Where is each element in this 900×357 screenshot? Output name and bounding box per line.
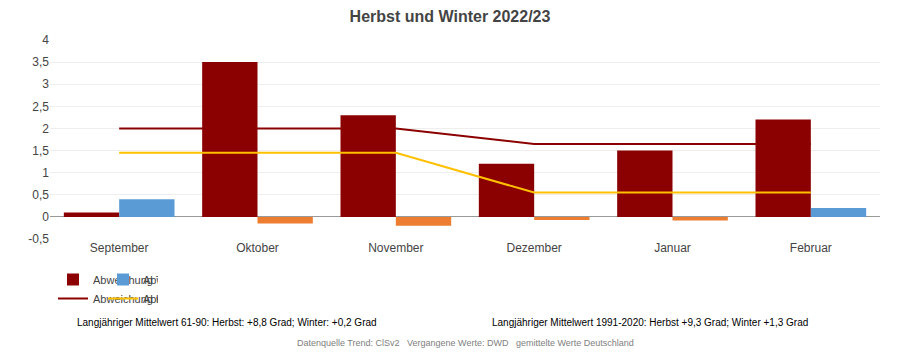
svg-text:Langjähriger Mittelwert 1991-2: Langjähriger Mittelwert 1991-2020: Herbs… xyxy=(492,317,808,328)
svg-text:September: September xyxy=(90,241,149,255)
svg-text:Januar: Januar xyxy=(654,241,691,255)
svg-text:3: 3 xyxy=(42,77,49,91)
svg-text:2,5: 2,5 xyxy=(32,100,49,114)
svg-text:1: 1 xyxy=(42,166,49,180)
svg-text:0,5: 0,5 xyxy=(32,188,49,202)
svg-text:3,5: 3,5 xyxy=(32,55,49,69)
svg-text:November: November xyxy=(368,241,423,255)
svg-text:Abweichung Niederschlag: Abweichung Niederschlag xyxy=(143,274,158,286)
svg-text:Datenquelle Trend: ClSv2 Ver: Datenquelle Trend: ClSv2 Vergangene Wert… xyxy=(297,338,634,348)
svg-text:Langjähriger Mittelwert 61-90:: Langjähriger Mittelwert 61-90: Herbst: +… xyxy=(77,317,377,328)
svg-text:-0,5: -0,5 xyxy=(28,232,49,246)
svg-text:Februar: Februar xyxy=(790,241,832,255)
svg-text:Herbst und Winter 2022/23: Herbst und Winter 2022/23 xyxy=(350,8,551,25)
svg-text:Abweichung langjähriger Mittel: Abweichung langjähriger Mittelwert 1991-… xyxy=(143,293,158,305)
svg-text:1,5: 1,5 xyxy=(32,144,49,158)
svg-text:4: 4 xyxy=(42,33,49,47)
svg-text:0: 0 xyxy=(42,210,49,224)
svg-text:Oktober: Oktober xyxy=(236,241,279,255)
svg-text:Dezember: Dezember xyxy=(506,241,561,255)
svg-text:2: 2 xyxy=(42,122,49,136)
